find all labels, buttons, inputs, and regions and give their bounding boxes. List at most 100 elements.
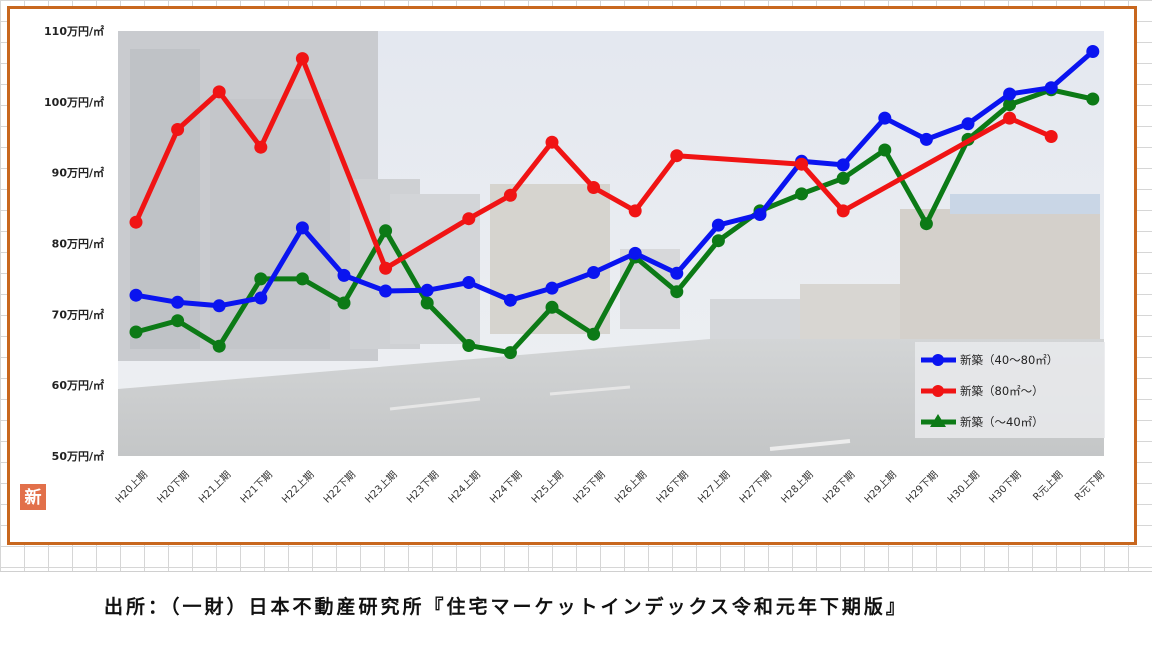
- data-point: [295, 52, 309, 66]
- data-point: [587, 181, 601, 194]
- data-point: [503, 188, 517, 202]
- data-point: [462, 212, 476, 226]
- x-tick-label: R元下期: [1072, 469, 1107, 504]
- x-tick-label: H28上期: [779, 469, 816, 506]
- source-caption: 出所：（一財）日本不動産研究所『住宅マーケットインデックス令和元年下期版』: [104, 596, 908, 618]
- series-line: [133, 56, 1054, 271]
- y-tick-label: 110万円/㎡: [44, 24, 104, 38]
- data-point: [628, 204, 642, 218]
- x-tick-label: H21上期: [196, 469, 233, 506]
- x-tick-label: H22上期: [280, 469, 317, 506]
- x-tick-label: H27下期: [737, 469, 774, 506]
- data-point: [1044, 81, 1058, 95]
- x-tick-label: H25下期: [571, 469, 608, 506]
- data-point: [171, 123, 185, 136]
- x-tick-label: H25上期: [529, 469, 566, 506]
- data-point: [420, 283, 434, 297]
- data-point: [295, 272, 309, 286]
- data-point: [212, 339, 226, 353]
- chart-frame: 50万円/㎡ 60万円/㎡ 70万円/㎡ 80万円/㎡ 90万円/㎡ 100万円/㎡ 110…: [7, 6, 1137, 545]
- x-tick-label: H26上期: [612, 469, 649, 506]
- x-tick-label: H23下期: [404, 469, 441, 506]
- x-tick-label: H20下期: [155, 469, 192, 506]
- x-tick-label: H30上期: [945, 469, 982, 506]
- data-point: [919, 132, 933, 146]
- data-point: [254, 140, 268, 154]
- line-chart: 50万円/㎡ 60万円/㎡ 70万円/㎡ 80万円/㎡ 90万円/㎡ 100万円/㎡ 110…: [20, 24, 1107, 510]
- legend-marker: [930, 414, 946, 427]
- series-line: [133, 49, 1096, 309]
- legend-marker: [932, 354, 944, 366]
- data-point: [795, 157, 809, 171]
- data-point: [212, 85, 226, 99]
- x-tick-label: H20上期: [113, 469, 150, 506]
- data-point: [171, 295, 185, 309]
- data-point: [254, 272, 268, 286]
- x-tick-label: H24上期: [446, 469, 483, 506]
- data-point: [462, 276, 476, 289]
- data-point: [836, 204, 850, 218]
- data-point: [1003, 98, 1017, 112]
- data-point: [337, 296, 351, 310]
- data-point: [295, 221, 309, 235]
- data-point: [254, 291, 268, 305]
- data-point: [171, 314, 185, 328]
- data-point: [878, 111, 892, 125]
- legend-marker: [932, 385, 944, 397]
- y-tick-label: 80万円/㎡: [52, 237, 104, 251]
- x-tick-label: H27上期: [696, 469, 733, 506]
- data-point: [129, 215, 143, 229]
- x-tick-label: H21下期: [238, 469, 275, 506]
- data-point: [836, 158, 850, 172]
- data-point: [503, 293, 517, 307]
- data-point: [919, 217, 933, 231]
- data-point: [462, 339, 476, 352]
- data-point: [961, 117, 975, 131]
- caption-band: [0, 571, 1152, 649]
- y-tick-label: 70万円/㎡: [52, 307, 104, 321]
- y-tick-label: 90万円/㎡: [52, 166, 104, 180]
- legend-label: 新築（80㎡～）: [960, 384, 1044, 398]
- data-point: [545, 300, 559, 314]
- series-line: [133, 87, 1096, 356]
- data-point: [878, 143, 892, 157]
- x-tick-label: H22下期: [321, 469, 358, 506]
- y-tick-label: 60万円/㎡: [52, 378, 104, 392]
- data-point: [379, 284, 393, 298]
- x-tick-label: H24下期: [488, 469, 525, 506]
- data-point: [1086, 45, 1100, 58]
- y-tick-label: 100万円/㎡: [44, 95, 104, 109]
- data-point: [670, 285, 684, 299]
- x-tick-label: H29下期: [904, 469, 941, 506]
- data-point: [753, 208, 767, 221]
- data-point: [379, 261, 393, 275]
- y-tick-label: 50万円/㎡: [52, 449, 104, 463]
- data-point: [711, 234, 725, 248]
- x-tick-label: H29上期: [862, 469, 899, 506]
- data-point: [587, 327, 601, 341]
- data-point: [1003, 87, 1017, 101]
- data-point: [711, 218, 725, 232]
- data-point: [545, 281, 559, 295]
- data-point: [795, 187, 809, 201]
- data-point: [670, 149, 684, 163]
- x-tick-label: R元上期: [1031, 469, 1066, 504]
- data-point: [670, 266, 684, 280]
- x-tick-label: H30下期: [987, 469, 1024, 506]
- x-tick-label: H26下期: [654, 469, 691, 506]
- data-point: [545, 135, 559, 149]
- background-photo: [118, 31, 1104, 456]
- legend-label: 新築（40～80㎡）: [960, 353, 1058, 367]
- new-badge: 新: [20, 484, 46, 510]
- data-point: [1086, 92, 1100, 106]
- data-point: [337, 268, 351, 282]
- new-badge-text: 新: [25, 487, 42, 508]
- x-tick-label: H28下期: [820, 469, 857, 506]
- data-point: [129, 325, 143, 339]
- data-point: [379, 224, 393, 238]
- x-tick-label: H23上期: [363, 469, 400, 506]
- data-point: [129, 288, 143, 302]
- data-point: [628, 246, 642, 260]
- legend-label: 新築（～40㎡）: [960, 415, 1044, 429]
- data-point: [420, 296, 434, 310]
